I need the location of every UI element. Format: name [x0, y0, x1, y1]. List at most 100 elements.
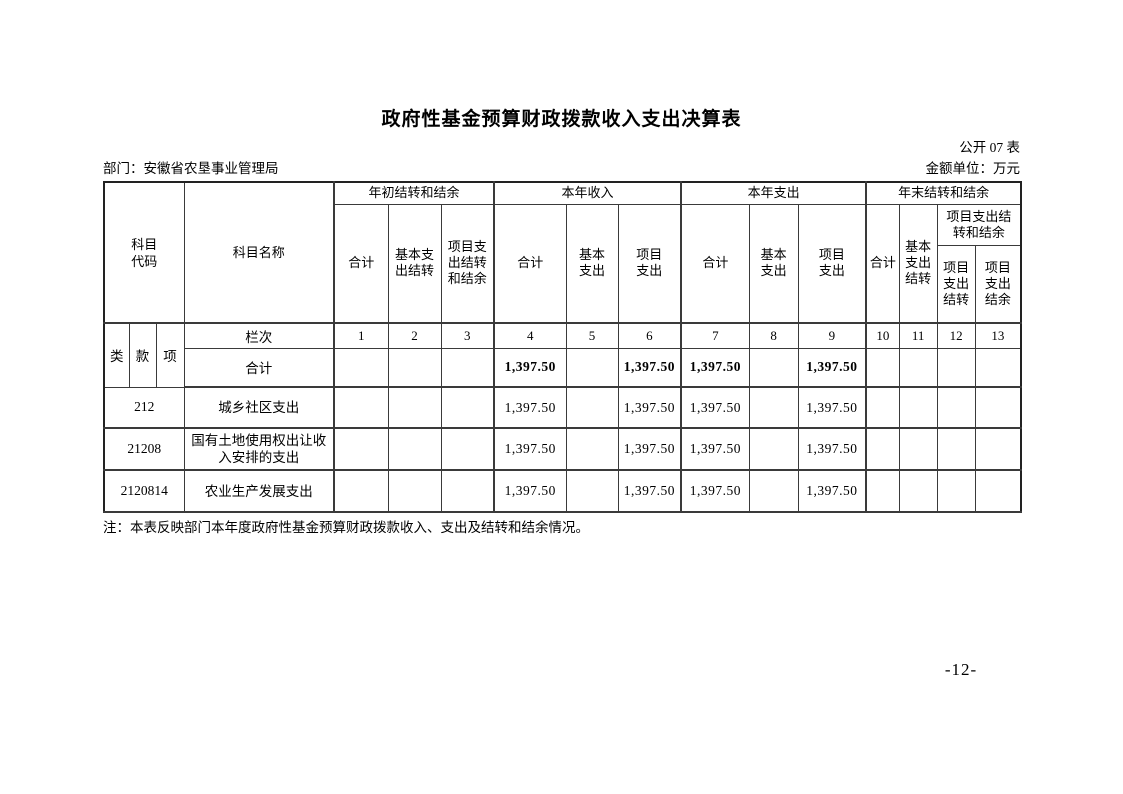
value-cell: 1,397.50	[797, 469, 867, 513]
value-cell	[974, 386, 1022, 429]
code-cell: 2120814	[103, 469, 185, 513]
value-cell	[898, 386, 938, 429]
value-cell: 1,397.50	[617, 427, 682, 471]
value-cell: 1,397.50	[617, 469, 682, 513]
code-part-class: 类	[103, 322, 130, 388]
col-header-5-basic-expenditure: 基本支出	[565, 203, 619, 324]
table-note: 注：本表反映部门本年度政府性基金预算财政拨款收入、支出及结转和结余情况。	[103, 520, 589, 535]
name-cell: 国有土地使用权出让收入安排的支出	[183, 427, 335, 471]
col-header-13-project-balance: 项目支出结余	[974, 244, 1022, 324]
header-subject-code: 科目代码	[103, 181, 185, 324]
table-row: 2120814 农业生产发展支出 1,397.50 1,397.50 1,397…	[103, 469, 1022, 513]
value-cell	[387, 469, 442, 513]
col-header-2-basic-carryover: 基本支出结转	[387, 203, 442, 324]
col-header-label: 基本支出结转	[905, 239, 932, 287]
value-cell	[333, 469, 389, 513]
value-cell	[440, 427, 495, 471]
rank-number-cell: 11	[898, 322, 938, 349]
rank-number-cell: 8	[748, 322, 799, 349]
value-cell: 1,397.50	[680, 427, 750, 471]
value-cell: 1,397.50	[680, 469, 750, 513]
col-header-label: 项目支出结转	[943, 259, 970, 307]
form-code-label: 公开 07 表	[959, 140, 1020, 155]
subgroup-header-label: 项目支出结转和结余	[946, 208, 1012, 240]
department-label: 部门：安徽省农垦事业管理局	[103, 161, 279, 176]
value-cell	[748, 347, 799, 388]
value-cell	[936, 469, 976, 513]
name-cell: 农业生产发展支出	[183, 469, 335, 513]
value-cell	[387, 427, 442, 471]
rank-number-cell: 10	[865, 322, 900, 349]
header-subsubcol-row: 项目支出结转 项目支出结余	[104, 244, 1022, 324]
value-cell: 1,397.50	[797, 427, 867, 471]
group-header-yearend-balance: 年末结转和结余	[865, 181, 1022, 205]
rank-label-cell: 栏次	[183, 322, 335, 349]
value-cell	[565, 427, 619, 471]
code-part-section: 款	[128, 322, 157, 388]
unit-label: 金额单位：万元	[925, 161, 1021, 176]
total-row: 合计 1,397.50 1,397.50 1,397.50 1,397.50	[104, 347, 1022, 388]
value-cell	[565, 347, 619, 388]
value-cell	[748, 386, 799, 429]
value-cell	[974, 469, 1022, 513]
value-cell	[565, 386, 619, 429]
value-cell	[565, 469, 619, 513]
rank-number-cell: 5	[565, 322, 619, 349]
col-header-12-project-carryover: 项目支出结转	[936, 244, 976, 324]
rank-number-cell: 6	[617, 322, 682, 349]
col-header-7-total: 合计	[680, 203, 750, 324]
meta-row: 部门：安徽省农垦事业管理局 金额单位：万元	[103, 160, 1020, 177]
value-cell	[936, 386, 976, 429]
name-cell: 城乡社区支出	[183, 386, 335, 429]
value-cell: 1,397.50	[493, 386, 567, 429]
value-cell: 1,397.50	[680, 386, 750, 429]
value-cell	[898, 469, 938, 513]
col-header-8-basic-expenditure: 基本支出	[748, 203, 799, 324]
col-header-label: 项目支出结余	[984, 259, 1011, 307]
col-header-6-project-expenditure: 项目支出	[617, 203, 682, 324]
budget-table: 科目代码 科目名称 年初结转和结余 本年收入 本年支出 年末结转和结余 合计 基…	[103, 181, 1023, 513]
header-group-row: 科目代码 科目名称 年初结转和结余 本年收入 本年支出 年末结转和结余	[103, 181, 1022, 324]
rank-number-cell: 7	[680, 322, 750, 349]
value-cell	[440, 469, 495, 513]
page-number: -12-	[944, 660, 978, 679]
value-cell	[865, 386, 900, 429]
value-cell: 1,397.50	[493, 427, 567, 471]
value-cell	[865, 469, 900, 513]
value-cell	[440, 386, 495, 429]
document-title: 政府性基金预算财政拨款收入支出决算表	[381, 109, 742, 130]
rank-number-cell: 9	[797, 322, 867, 349]
rank-number-cell: 13	[974, 322, 1022, 349]
document-page: 政府性基金预算财政拨款收入支出决算表 公开 07 表 部门：安徽省农垦事业管理局…	[103, 0, 1023, 536]
value-cell	[387, 347, 442, 388]
code-part-item: 项	[155, 322, 185, 388]
col-header-1-total: 合计	[333, 203, 389, 324]
value-cell: 1,397.50	[617, 386, 682, 429]
rank-row: 类 款 项 栏次 1 2 3 4 5 6 7 8 9 10 11 12 13	[103, 322, 1022, 388]
value-cell: 1,397.50	[617, 347, 682, 388]
value-cell	[748, 469, 799, 513]
value-cell	[748, 427, 799, 471]
value-cell	[440, 347, 495, 388]
value-cell	[898, 347, 938, 388]
value-cell	[865, 427, 900, 471]
value-cell	[333, 347, 389, 388]
rank-number-cell: 2	[387, 322, 442, 349]
col-header-label: 项目支出	[818, 247, 845, 279]
value-cell: 1,397.50	[493, 347, 567, 388]
value-cell	[333, 386, 389, 429]
name-cell: 合计	[183, 347, 335, 388]
value-cell	[974, 427, 1022, 471]
value-cell: 1,397.50	[680, 347, 750, 388]
value-cell	[936, 347, 976, 388]
group-header-current-income: 本年收入	[493, 181, 682, 205]
rank-number-cell: 3	[440, 322, 495, 349]
value-cell	[898, 427, 938, 471]
col-header-11-basic-carryover: 基本支出结转	[898, 203, 938, 324]
col-header-label: 基本支出	[579, 247, 606, 279]
value-cell: 1,397.50	[797, 386, 867, 429]
rank-number-cell: 12	[936, 322, 976, 349]
rank-number-cell: 1	[333, 322, 389, 349]
value-cell: 1,397.50	[797, 347, 867, 388]
col-header-10-total: 合计	[865, 203, 900, 324]
